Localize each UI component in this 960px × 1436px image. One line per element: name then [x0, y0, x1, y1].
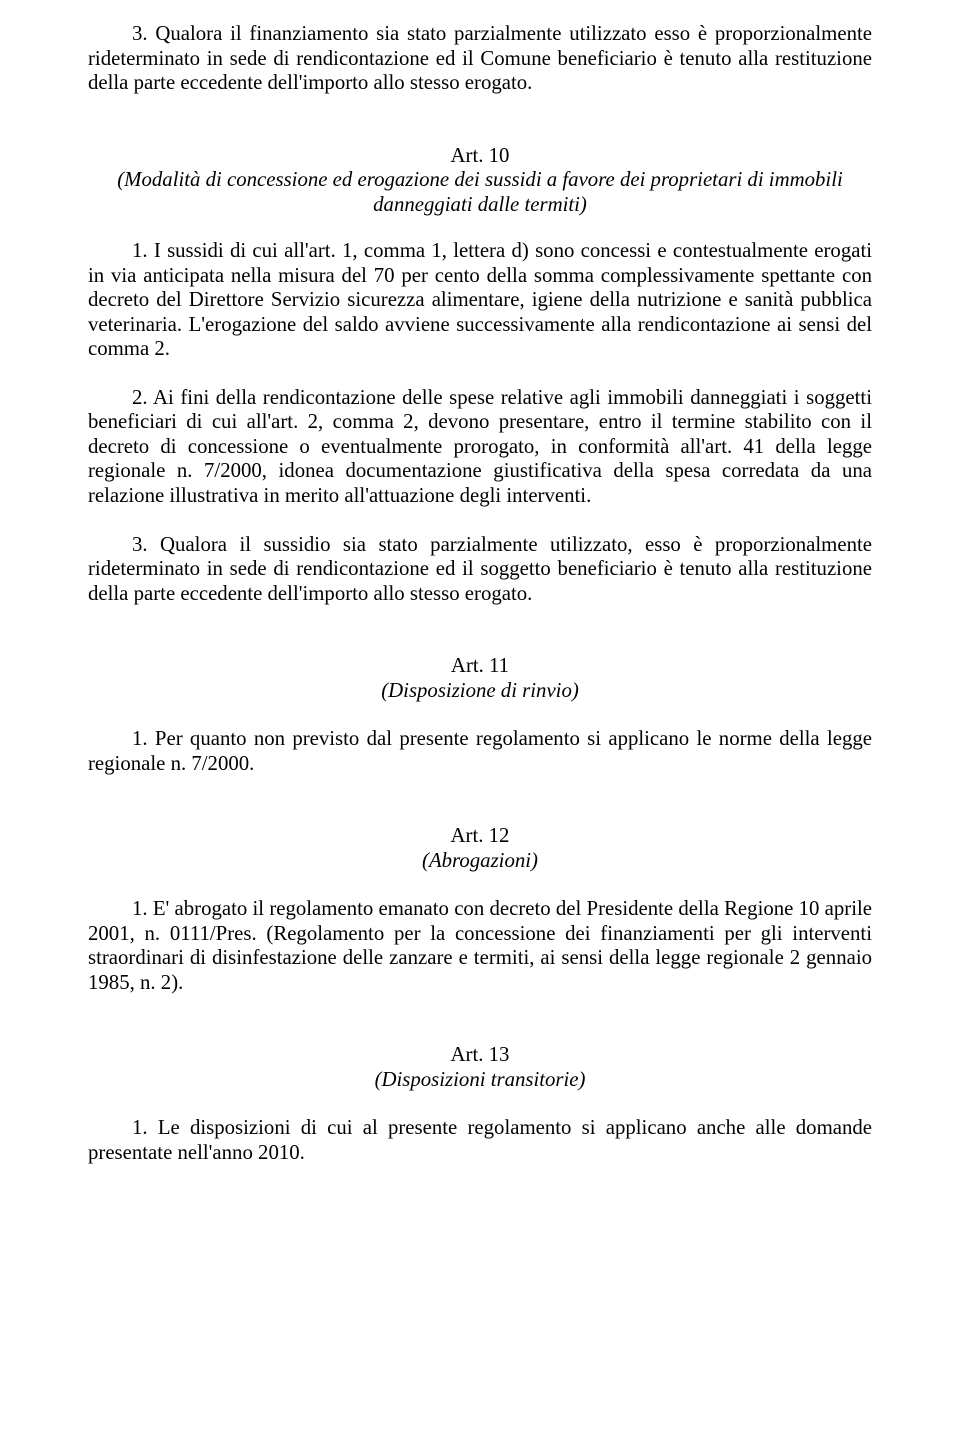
article-13-header: Art. 13 (Disposizioni transitorie)	[88, 1043, 872, 1092]
article-10-para-2: 2. Ai fini della rendicontazione delle s…	[88, 386, 872, 509]
article-10-header: Art. 10 (Modalità di concessione ed erog…	[88, 144, 872, 218]
article-11-number: Art. 11	[88, 654, 872, 679]
intro-paragraph: 3. Qualora il finanziamento sia stato pa…	[88, 22, 872, 96]
article-12-title: (Abrogazioni)	[88, 849, 872, 874]
article-11-title: (Disposizione di rinvio)	[88, 679, 872, 704]
article-10-number: Art. 10	[88, 144, 872, 169]
article-13-number: Art. 13	[88, 1043, 872, 1068]
article-13-title: (Disposizioni transitorie)	[88, 1068, 872, 1093]
article-10-para-1: 1. I sussidi di cui all'art. 1, comma 1,…	[88, 239, 872, 362]
article-12-header: Art. 12 (Abrogazioni)	[88, 824, 872, 873]
article-10-title: (Modalità di concessione ed erogazione d…	[88, 168, 872, 217]
article-11-header: Art. 11 (Disposizione di rinvio)	[88, 654, 872, 703]
article-13-para-1: 1. Le disposizioni di cui al presente re…	[88, 1116, 872, 1165]
document-page: 3. Qualora il finanziamento sia stato pa…	[0, 0, 960, 1436]
article-12-number: Art. 12	[88, 824, 872, 849]
article-10-para-3: 3. Qualora il sussidio sia stato parzial…	[88, 533, 872, 607]
article-12-para-1: 1. E' abrogato il regolamento emanato co…	[88, 897, 872, 995]
article-11-para-1: 1. Per quanto non previsto dal presente …	[88, 727, 872, 776]
